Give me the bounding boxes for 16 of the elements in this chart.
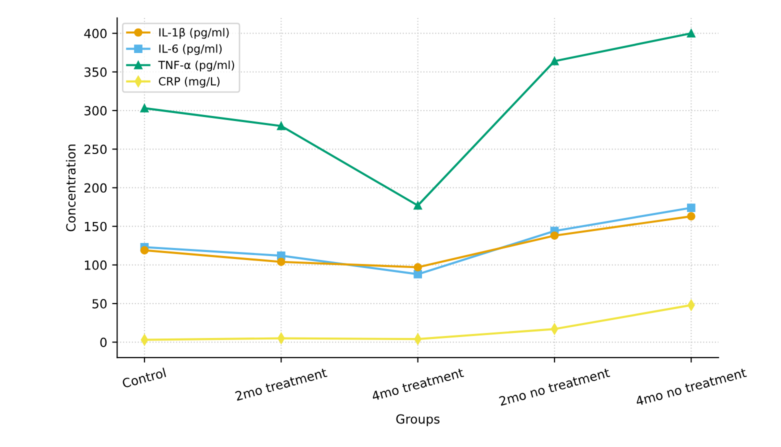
y-tick-label: 0 (100, 338, 107, 348)
y-tick-label: 300 (84, 106, 107, 116)
y-tick-label: 250 (84, 144, 107, 154)
x-axis-title: Groups (396, 414, 440, 426)
y-tick-label: 400 (84, 28, 107, 38)
legend-label: IL-6 (pg/ml) (159, 44, 222, 56)
y-tick-label: 50 (92, 299, 107, 308)
legend-label: IL-1β (pg/ml) (159, 28, 229, 39)
x-tick-label: Control (122, 368, 166, 388)
legend-label: CRP (mg/L) (158, 76, 220, 88)
y-tick-label: 150 (84, 222, 107, 232)
y-tick-label: 350 (84, 67, 107, 77)
legend-label: TNF-α (pg/ml) (158, 60, 234, 72)
y-tick-label: 100 (84, 260, 107, 270)
y-axis-title: Concentration (66, 144, 76, 232)
y-tick-label: 200 (84, 183, 107, 193)
